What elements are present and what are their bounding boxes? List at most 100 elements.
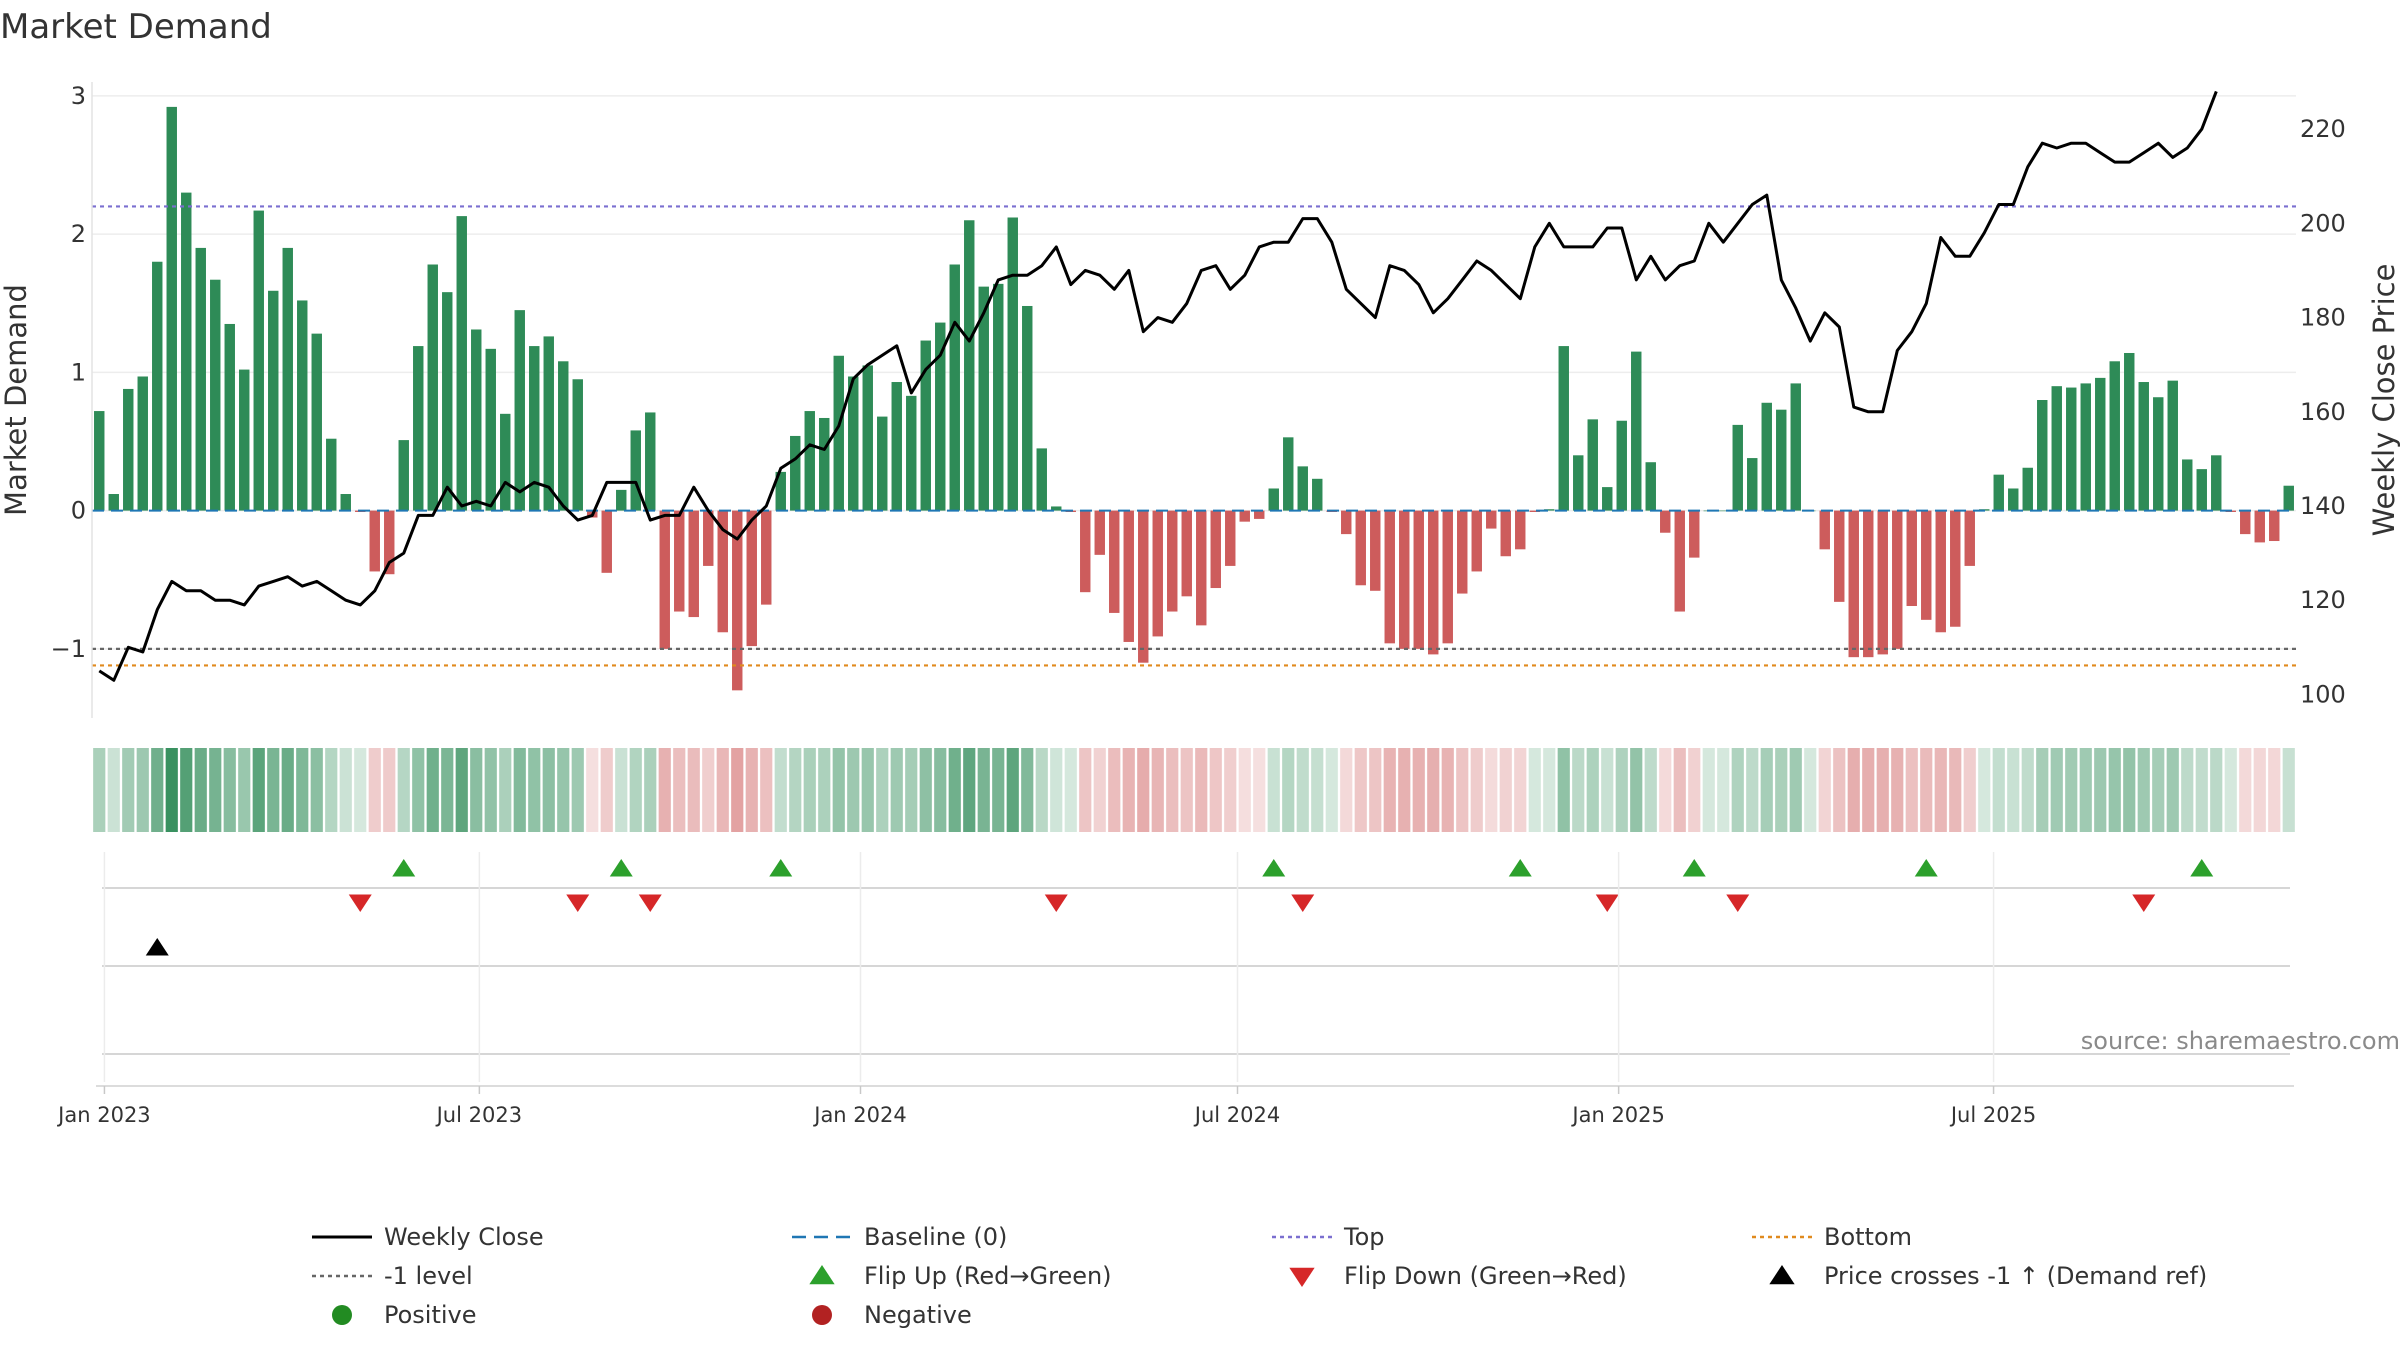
strip-cell [586, 748, 599, 832]
strip-cell [1238, 748, 1251, 832]
strip-cell [1079, 748, 1092, 832]
demand-bar [1573, 455, 1584, 511]
strip-cell [2108, 748, 2121, 832]
strip-cell [2094, 748, 2107, 832]
strip-cell [557, 748, 570, 832]
y-tick-label: 1 [71, 358, 86, 386]
strip-cell [2065, 748, 2078, 832]
strip-cell [354, 748, 367, 832]
strip-cell [571, 748, 584, 832]
demand-bar [761, 510, 772, 605]
strip-cell [1282, 748, 1295, 832]
legend-label: Flip Down (Green→Red) [1344, 1262, 1627, 1290]
demand-bar [1471, 510, 1482, 572]
demand-bar [1196, 510, 1207, 626]
y2-tick-label: 180 [2300, 304, 2346, 332]
demand-bar [1544, 509, 1555, 511]
demand-bar [369, 510, 380, 572]
strip-cell [861, 748, 874, 832]
strip-cell [890, 748, 903, 832]
strip-cell [1137, 748, 1150, 832]
demand-bar [659, 510, 670, 649]
right-y-ticks: 100 120 140 160 180 200 220 [2300, 115, 2346, 708]
demand-bar [1935, 510, 1946, 633]
strip-cell [1253, 748, 1266, 832]
strip-cell [876, 748, 889, 832]
strip-cell [2181, 748, 2194, 832]
demand-bar [1355, 510, 1366, 586]
demand-bar [1950, 510, 1961, 627]
demand-bar [456, 216, 467, 511]
legend-price-cross: Price crosses -1 ↑ (Demand ref) [1769, 1262, 2207, 1290]
demand-bar [471, 329, 482, 511]
demand-bar [326, 438, 337, 511]
strip-cell [339, 748, 352, 832]
strip-cell [2224, 748, 2237, 832]
flip-up-marker [769, 859, 793, 877]
demand-bar [717, 510, 728, 633]
strip-cell [1412, 748, 1425, 832]
strip-cell [1021, 748, 1034, 832]
demand-bar [775, 471, 786, 511]
strip-cell [2239, 748, 2252, 832]
demand-bar [1819, 510, 1830, 550]
demand-bar [485, 348, 496, 511]
strip-cell [1122, 748, 1135, 832]
demand-bar [558, 361, 569, 511]
strip-cell [1804, 748, 1817, 832]
strip-cell [1296, 748, 1309, 832]
demand-bar [616, 489, 627, 511]
demand-bar [1297, 466, 1308, 511]
legend-negative: Negative [812, 1301, 972, 1329]
strip-cell [847, 748, 860, 832]
demand-bar [1892, 510, 1903, 649]
strip-cell [1644, 748, 1657, 832]
demand-bars [94, 106, 2294, 691]
strip-cell [1630, 748, 1643, 832]
demand-bar [833, 355, 844, 511]
demand-bar [2124, 352, 2135, 511]
strip-cell [484, 748, 497, 832]
legend-flip-up: Flip Up (Red→Green) [809, 1262, 1112, 1290]
strip-cell [1166, 748, 1179, 832]
demand-bar [1080, 510, 1091, 593]
x-tick-label: Jan 2023 [56, 1103, 151, 1127]
demand-bar [1747, 458, 1758, 511]
flip-up-marker [2190, 859, 2214, 877]
demand-bar [2095, 377, 2106, 511]
strip-cell [528, 748, 541, 832]
strip-cell [1528, 748, 1541, 832]
flip-down-marker [1291, 894, 1315, 912]
demand-bar [1660, 510, 1671, 533]
y2-tick-label: 220 [2300, 115, 2346, 143]
x-tick-label: Jan 2024 [812, 1103, 907, 1127]
demand-bar [384, 510, 395, 575]
demand-bar [1181, 510, 1192, 597]
demand-bar [2269, 510, 2280, 542]
strip-cell [107, 748, 120, 832]
strip-cell [1731, 748, 1744, 832]
strip-cell [963, 748, 976, 832]
demand-bar [790, 435, 801, 511]
demand-bar [297, 300, 308, 511]
strip-cell [238, 748, 251, 832]
demand-bar [427, 264, 438, 511]
demand-bar [2254, 510, 2265, 543]
strip-cell [2166, 748, 2179, 832]
demand-bar [804, 411, 815, 511]
strip-cell [760, 748, 773, 832]
strip-cell [1209, 748, 1222, 832]
strip-cell [1311, 748, 1324, 832]
strip-cell [1891, 748, 1904, 832]
demand-bar [1007, 217, 1018, 511]
legend-swatch [812, 1305, 832, 1325]
strip-cell [745, 748, 758, 832]
strip-cell [919, 748, 932, 832]
strip-cell [1064, 748, 1077, 832]
demand-bar [2109, 361, 2120, 511]
strip-cell [1862, 748, 1875, 832]
demand-bar [1877, 510, 1888, 655]
strip-cell [2079, 748, 2092, 832]
strip-cell [383, 748, 396, 832]
strip-cell [702, 748, 715, 832]
